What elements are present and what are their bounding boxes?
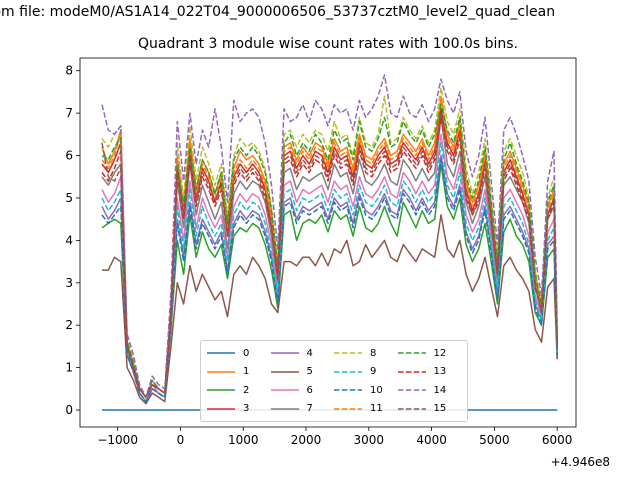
legend-label: 11	[370, 403, 383, 415]
series-line-14	[101, 74, 558, 399]
legend-label: 5	[306, 366, 313, 378]
legend-label: 2	[243, 384, 250, 396]
legend-label: 9	[370, 366, 377, 378]
y-tick-label: 8	[65, 64, 73, 78]
legend-item-14: 14	[397, 381, 462, 400]
series-line-13	[101, 116, 558, 399]
legend-swatch	[334, 352, 362, 354]
legend-item-7: 7	[270, 400, 335, 419]
x-tick-label: −1000	[97, 433, 138, 447]
legend-swatch	[334, 408, 362, 410]
legend-item-4: 4	[270, 344, 335, 363]
series-line-2	[101, 163, 558, 403]
series-line-15	[101, 112, 558, 399]
x-offset-label: +4.946e8	[550, 455, 610, 469]
legend-swatch	[270, 352, 299, 354]
y-tick-label: 1	[65, 361, 73, 375]
legend-swatch	[397, 389, 426, 391]
legend-label: 14	[433, 384, 447, 396]
chart-title: Quadrant 3 module wise count rates with …	[138, 36, 518, 52]
legend-swatch	[270, 371, 299, 373]
y-tick-label: 7	[65, 106, 73, 120]
legend-item-9: 9	[334, 363, 398, 382]
legend-item-1: 1	[207, 363, 271, 382]
legend-swatch	[334, 389, 362, 391]
legend-item-11: 11	[334, 400, 398, 419]
series-line-9	[101, 142, 558, 403]
legend-swatch	[397, 408, 426, 410]
series-line-6	[101, 133, 558, 399]
legend-swatch	[207, 371, 235, 373]
legend-swatch	[207, 408, 235, 410]
legend-label: 0	[243, 347, 250, 359]
series-line-10	[101, 159, 558, 403]
figure-suptitle: From file: modeM0/AS1A14_022T04_90000065…	[0, 4, 556, 20]
legend-swatch	[270, 408, 299, 410]
series-lines	[101, 74, 558, 411]
legend-label: 10	[370, 384, 383, 396]
series-line-7	[101, 116, 558, 399]
legend-label: 4	[306, 347, 313, 359]
x-tick-label: 2000	[291, 433, 322, 447]
legend-label: 13	[433, 366, 447, 378]
legend-item-15: 15	[397, 400, 462, 419]
legend-item-8: 8	[334, 344, 398, 363]
legend-swatch	[397, 371, 426, 373]
y-tick-label: 2	[65, 318, 73, 332]
legend-item-3: 3	[207, 400, 271, 419]
y-tick-label: 4	[65, 233, 73, 247]
legend-label: 15	[433, 403, 447, 415]
legend-swatch	[207, 352, 235, 354]
series-line-12	[101, 103, 558, 399]
legend-item-10: 10	[334, 381, 398, 400]
legend-swatch	[207, 389, 235, 391]
plot-frame	[79, 57, 577, 428]
y-tick-label: 3	[65, 276, 73, 290]
series-line-5	[102, 214, 558, 405]
legend-label: 8	[370, 347, 377, 359]
x-tick-label: 6000	[542, 433, 573, 447]
legend-item-0: 0	[207, 344, 271, 363]
y-tick-label: 0	[65, 403, 73, 417]
legend-label: 1	[243, 366, 250, 378]
y-tick-label: 5	[65, 191, 73, 205]
legend-item-5: 5	[270, 363, 335, 382]
legend-swatch	[397, 352, 426, 354]
legend-swatch	[334, 371, 362, 373]
x-tick-label: 4000	[416, 433, 447, 447]
x-tick-label: 3000	[354, 433, 385, 447]
legend-label: 6	[306, 384, 313, 396]
legend-item-13: 13	[397, 363, 462, 382]
plot-axes	[79, 57, 577, 428]
legend-label: 7	[306, 403, 313, 415]
legend: 0 1 2 3 4 5 6 7 8 9 10 11 12 13 14 15	[200, 340, 468, 422]
legend-item-6: 6	[270, 381, 335, 400]
legend-swatch	[270, 389, 299, 391]
legend-item-2: 2	[207, 381, 271, 400]
x-tick-label: 0	[177, 433, 185, 447]
legend-label: 3	[243, 403, 250, 415]
y-tick-label: 6	[65, 149, 73, 163]
x-tick-label: 5000	[479, 433, 510, 447]
series-line-8	[101, 86, 558, 399]
legend-item-12: 12	[397, 344, 462, 363]
legend-label: 12	[433, 347, 447, 359]
x-tick-label: 1000	[228, 433, 259, 447]
